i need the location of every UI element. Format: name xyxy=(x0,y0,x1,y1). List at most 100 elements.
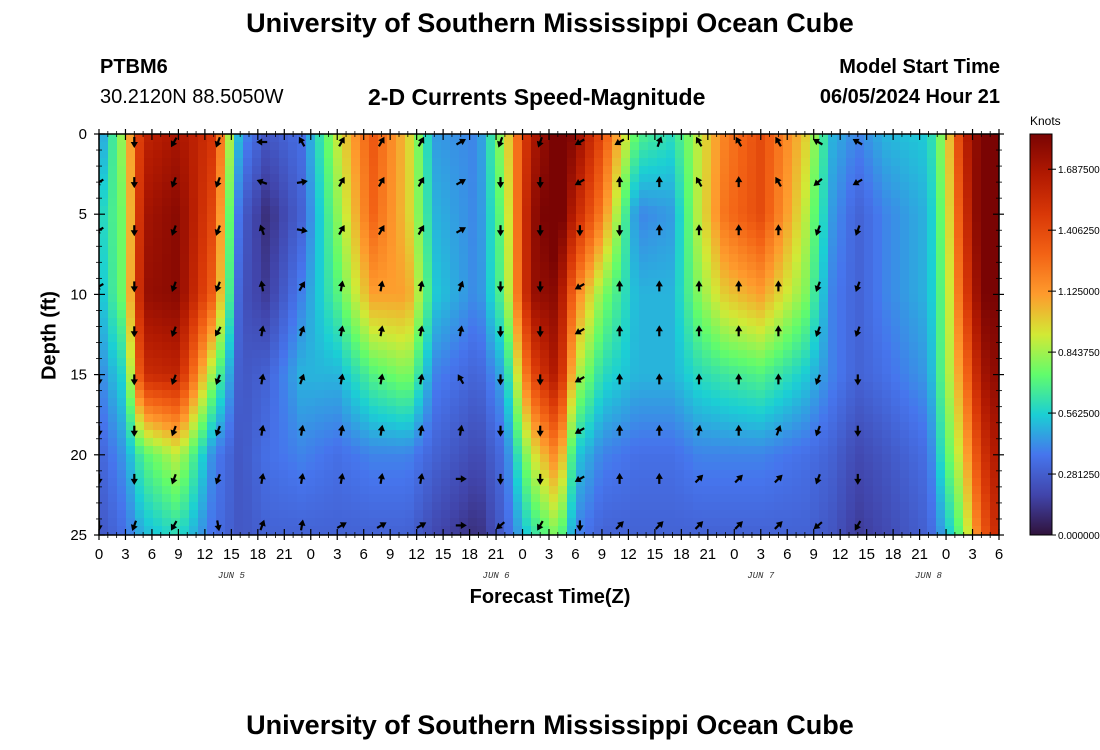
heatmap-cell xyxy=(414,254,424,263)
heatmap-cell xyxy=(522,262,532,271)
heatmap-cell xyxy=(432,294,442,303)
heatmap-cell xyxy=(792,406,802,415)
heatmap-cell xyxy=(990,478,999,487)
heatmap-cell xyxy=(315,334,325,343)
heatmap-cell xyxy=(468,278,478,287)
heatmap-cell xyxy=(882,190,892,199)
heatmap-cell xyxy=(882,230,892,239)
heatmap-cell xyxy=(972,366,982,375)
heatmap-cell xyxy=(189,382,199,391)
heatmap-cell xyxy=(711,190,721,199)
heatmap-cell xyxy=(522,454,532,463)
heatmap-cell xyxy=(648,214,658,223)
heatmap-cell xyxy=(792,334,802,343)
heatmap-cell xyxy=(135,342,145,351)
heatmap-cell xyxy=(828,182,838,191)
heatmap-cell xyxy=(774,358,784,367)
heatmap-cell xyxy=(945,422,955,431)
heatmap-cell xyxy=(765,262,775,271)
heatmap-cell xyxy=(252,350,262,359)
heatmap-cell xyxy=(594,294,604,303)
heatmap-cell xyxy=(981,414,991,423)
heatmap-cell xyxy=(675,142,685,151)
heatmap-cell xyxy=(405,502,415,511)
heatmap-cell xyxy=(306,166,316,175)
heatmap-cell xyxy=(981,134,991,143)
heatmap-cell xyxy=(945,246,955,255)
heatmap-cell xyxy=(828,406,838,415)
heatmap-cell xyxy=(459,454,469,463)
heatmap-cell xyxy=(900,518,910,527)
heatmap-cell xyxy=(702,158,712,167)
heatmap-cell xyxy=(522,350,532,359)
heatmap-cell xyxy=(450,262,460,271)
heatmap-cell xyxy=(225,510,235,519)
heatmap-cell xyxy=(810,446,820,455)
heatmap-cell xyxy=(684,206,694,215)
heatmap-cell xyxy=(144,390,154,399)
heatmap-cell xyxy=(540,206,550,215)
heatmap-cell xyxy=(198,358,208,367)
heatmap-cell xyxy=(756,238,766,247)
heatmap-cell xyxy=(783,246,793,255)
heatmap-cell xyxy=(144,166,154,175)
heatmap-cell xyxy=(765,278,775,287)
heatmap-cell xyxy=(558,150,568,159)
heatmap-cell xyxy=(171,414,181,423)
heatmap-cell xyxy=(189,134,199,143)
heatmap-cell xyxy=(324,182,334,191)
heatmap-cell xyxy=(738,390,748,399)
heatmap-cell xyxy=(333,494,343,503)
heatmap-cell xyxy=(243,334,253,343)
heatmap-cell xyxy=(243,222,253,231)
heatmap-cell xyxy=(360,494,370,503)
heatmap-cell xyxy=(441,494,451,503)
heatmap-cell xyxy=(576,406,586,415)
heatmap-cell xyxy=(126,462,136,471)
heatmap-cell xyxy=(468,350,478,359)
heatmap-cell xyxy=(954,350,964,359)
heatmap-cell xyxy=(234,262,244,271)
heatmap-cell xyxy=(576,166,586,175)
heatmap-cell xyxy=(729,222,739,231)
heatmap-cell xyxy=(216,230,226,239)
heatmap-cell xyxy=(369,454,379,463)
heatmap-cell xyxy=(108,390,118,399)
heatmap-cell xyxy=(702,318,712,327)
heatmap-cell xyxy=(900,438,910,447)
heatmap-cell xyxy=(477,214,487,223)
heatmap-cell xyxy=(306,502,316,511)
heatmap-cell xyxy=(396,302,406,311)
heatmap-cell xyxy=(189,374,199,383)
heatmap-cell xyxy=(324,422,334,431)
heatmap-cell xyxy=(198,502,208,511)
heatmap-cell xyxy=(756,518,766,527)
heatmap-cell xyxy=(144,158,154,167)
heatmap-cell xyxy=(477,366,487,375)
heatmap-cell xyxy=(738,150,748,159)
heatmap-cell xyxy=(234,350,244,359)
heatmap-cell xyxy=(900,470,910,479)
heatmap-cell xyxy=(765,174,775,183)
heatmap-cell xyxy=(855,150,865,159)
heatmap-cell xyxy=(549,318,559,327)
heatmap-cell xyxy=(612,414,622,423)
heatmap-cell xyxy=(558,278,568,287)
heatmap-cell xyxy=(117,158,127,167)
heatmap-cell xyxy=(909,278,919,287)
heatmap-cell xyxy=(126,518,136,527)
heatmap-cell xyxy=(567,286,577,295)
heatmap-cell xyxy=(603,158,613,167)
heatmap-cell xyxy=(927,198,937,207)
heatmap-cell xyxy=(324,494,334,503)
heatmap-cell xyxy=(513,446,523,455)
heatmap-cell xyxy=(387,494,397,503)
heatmap-cell xyxy=(387,382,397,391)
heatmap-cell xyxy=(225,414,235,423)
heatmap-cell xyxy=(162,518,172,527)
heatmap-cell xyxy=(117,270,127,279)
heatmap-cell xyxy=(648,334,658,343)
heatmap-cell xyxy=(891,254,901,263)
heatmap-cell xyxy=(873,398,883,407)
heatmap-cell xyxy=(945,134,955,143)
